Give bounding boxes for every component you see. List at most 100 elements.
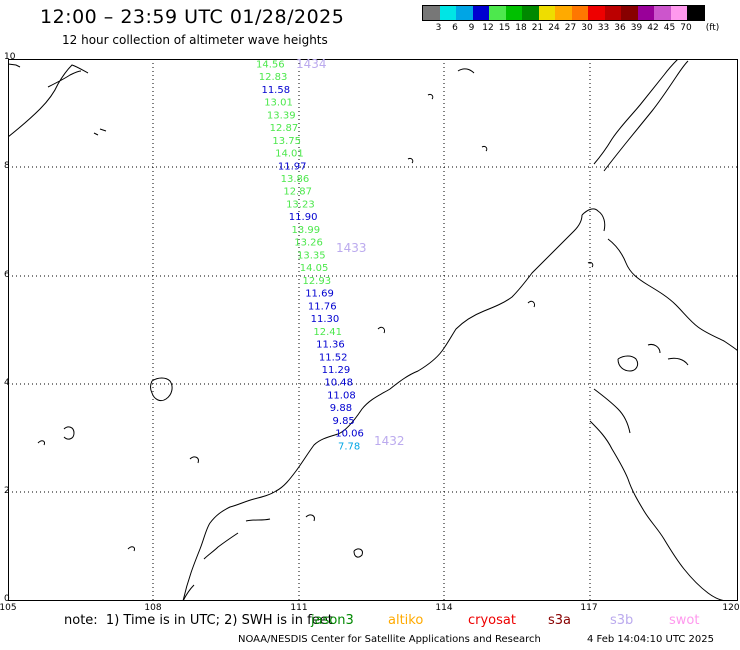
wave-height-reading: 14.56 bbox=[256, 59, 285, 70]
coast-sulawesi-east bbox=[589, 388, 729, 601]
legend-swatch bbox=[670, 6, 687, 20]
coast-cambodia-vietnam-south bbox=[8, 63, 107, 136]
coast-natuna bbox=[37, 426, 199, 464]
coast-reef-1 bbox=[127, 514, 363, 558]
wave-height-reading: 11.69 bbox=[305, 289, 334, 300]
coast-borneo bbox=[182, 214, 583, 601]
coast-palawan bbox=[593, 59, 689, 172]
color-legend: 3 6 9 12 15 18 21 24 27 30 33 36 39 42 45 70 (ft) bbox=[422, 5, 720, 33]
legend-tick-label: 36 bbox=[614, 23, 626, 33]
wave-height-reading: 11.58 bbox=[261, 85, 290, 96]
wave-height-reading: 14.01 bbox=[275, 149, 304, 160]
coast-sabah-northeast bbox=[581, 208, 738, 352]
legend-swatch bbox=[538, 6, 555, 20]
legend-swatch bbox=[555, 6, 572, 20]
legend-swatch bbox=[687, 6, 704, 20]
wave-height-reading: 13.01 bbox=[264, 98, 293, 109]
altimeter-map: 1434 1433 1432 14.56 12.83 11.58 13.01 13.39 12… bbox=[8, 59, 738, 601]
legend-tick-label: 33 bbox=[597, 23, 610, 33]
wave-height-reading: 11.36 bbox=[316, 340, 345, 351]
lon-label-117: 117 bbox=[580, 603, 598, 613]
map-frame bbox=[8, 59, 738, 601]
coastlines bbox=[8, 59, 738, 601]
legend-tick-labels: 3 6 9 12 15 18 21 24 27 30 33 36 39 42 45 70 (ft) bbox=[422, 21, 720, 33]
legend-tick-label: 6 bbox=[452, 23, 458, 33]
coast-borneo-sw bbox=[182, 518, 271, 601]
legend-tick-label: 30 bbox=[581, 23, 593, 33]
legend-swatch bbox=[522, 6, 539, 20]
lat-label-0: 0 bbox=[4, 594, 10, 604]
coast-islands-north-borneo bbox=[617, 344, 689, 372]
coast-vietnam-north bbox=[8, 64, 89, 138]
lon-label-108: 108 bbox=[144, 603, 162, 613]
wave-height-reading: 12.87 bbox=[283, 187, 312, 198]
map-subtitle: 12 hour collection of altimeter wave hei… bbox=[62, 33, 328, 47]
legend-tick-label: 21 bbox=[531, 23, 544, 33]
wave-height-reading: 9.85 bbox=[333, 416, 355, 427]
wave-height-reading: 11.29 bbox=[322, 365, 351, 376]
lat-label-4: 4 bbox=[4, 378, 10, 388]
lon-label-114: 114 bbox=[435, 603, 453, 613]
wave-height-reading: 12.41 bbox=[313, 327, 342, 338]
legend-tick-label: 27 bbox=[564, 23, 577, 33]
wave-height-reading: 11.08 bbox=[327, 390, 356, 401]
wave-height-reading: 10.06 bbox=[335, 429, 364, 440]
legend-tick-label: 9 bbox=[468, 23, 475, 33]
wave-height-reading: 11.90 bbox=[289, 212, 318, 223]
mission-jason3: jason3 bbox=[311, 613, 354, 628]
legend-swatch bbox=[505, 6, 522, 20]
grid-lines bbox=[8, 59, 738, 601]
wave-height-reading: 11.52 bbox=[319, 352, 348, 363]
track-labels: 1434 1433 1432 bbox=[296, 59, 405, 448]
lat-label-2: 2 bbox=[4, 486, 10, 496]
coast-reef-2 bbox=[377, 68, 594, 334]
wave-height-reading: 10.48 bbox=[324, 378, 353, 389]
wave-height-reading: 13.23 bbox=[286, 199, 315, 210]
mission-cryosat: cryosat bbox=[468, 613, 516, 628]
footer-note: note: 1) Time is in UTC; 2) SWH is in fe… bbox=[64, 613, 333, 628]
legend-swatch bbox=[439, 6, 456, 20]
wave-height-reading: 12.93 bbox=[302, 276, 331, 287]
footer-credit: NOAA/NESDIS Center for Satellite Applica… bbox=[238, 634, 541, 645]
wave-height-reading: 13.86 bbox=[281, 174, 310, 185]
wave-height-reading: 13.35 bbox=[297, 250, 326, 261]
coast-anambas bbox=[150, 377, 173, 402]
legend-swatch bbox=[456, 6, 473, 20]
legend-tick-label: 39 bbox=[630, 23, 643, 33]
legend-swatch bbox=[571, 6, 588, 20]
legend-swatch bbox=[621, 6, 638, 20]
wave-height-reading: 13.75 bbox=[272, 136, 301, 147]
legend-tick-label: 42 bbox=[647, 23, 659, 33]
lon-label-105: 105 bbox=[0, 603, 17, 613]
track-number-label: 1432 bbox=[374, 434, 405, 448]
mission-altiko: altiko bbox=[388, 613, 424, 628]
wave-height-reading: 11.97 bbox=[278, 161, 307, 172]
mission-swot: swot bbox=[669, 613, 700, 628]
legend-tick-label: 12 bbox=[482, 23, 494, 33]
track-number-label: 1434 bbox=[296, 59, 327, 71]
legend-swatch bbox=[489, 6, 506, 20]
lat-label-8: 8 bbox=[4, 161, 10, 171]
legend-swatch bbox=[654, 6, 671, 20]
wave-height-reading: 7.78 bbox=[338, 441, 360, 452]
legend-swatch bbox=[423, 6, 440, 20]
wave-height-reading: 12.83 bbox=[259, 72, 288, 83]
wave-height-reading: 11.30 bbox=[311, 314, 340, 325]
legend-unit-label: (ft) bbox=[705, 23, 720, 33]
legend-tick-label: 18 bbox=[515, 23, 527, 33]
legend-swatch bbox=[588, 6, 605, 20]
map-title: 12:00 – 23:59 UTC 01/28/2025 bbox=[40, 6, 345, 28]
lat-label-6: 6 bbox=[4, 270, 10, 280]
legend-tick-label: 15 bbox=[498, 23, 511, 33]
legend-tick-label: 24 bbox=[548, 23, 560, 33]
wave-height-reading: 14.05 bbox=[300, 263, 329, 274]
footer-timestamp: 4 Feb 14:04:10 UTC 2025 bbox=[587, 634, 714, 645]
track-number-label: 1433 bbox=[336, 241, 367, 255]
wave-height-reading: 9.88 bbox=[330, 403, 352, 414]
lon-label-120: 120 bbox=[722, 603, 740, 613]
wave-height-reading: 13.26 bbox=[294, 238, 323, 249]
legend-swatch bbox=[472, 6, 489, 20]
lon-label-111: 111 bbox=[290, 603, 308, 613]
wave-height-reading: 12.87 bbox=[270, 123, 299, 134]
legend-swatch bbox=[637, 6, 654, 20]
